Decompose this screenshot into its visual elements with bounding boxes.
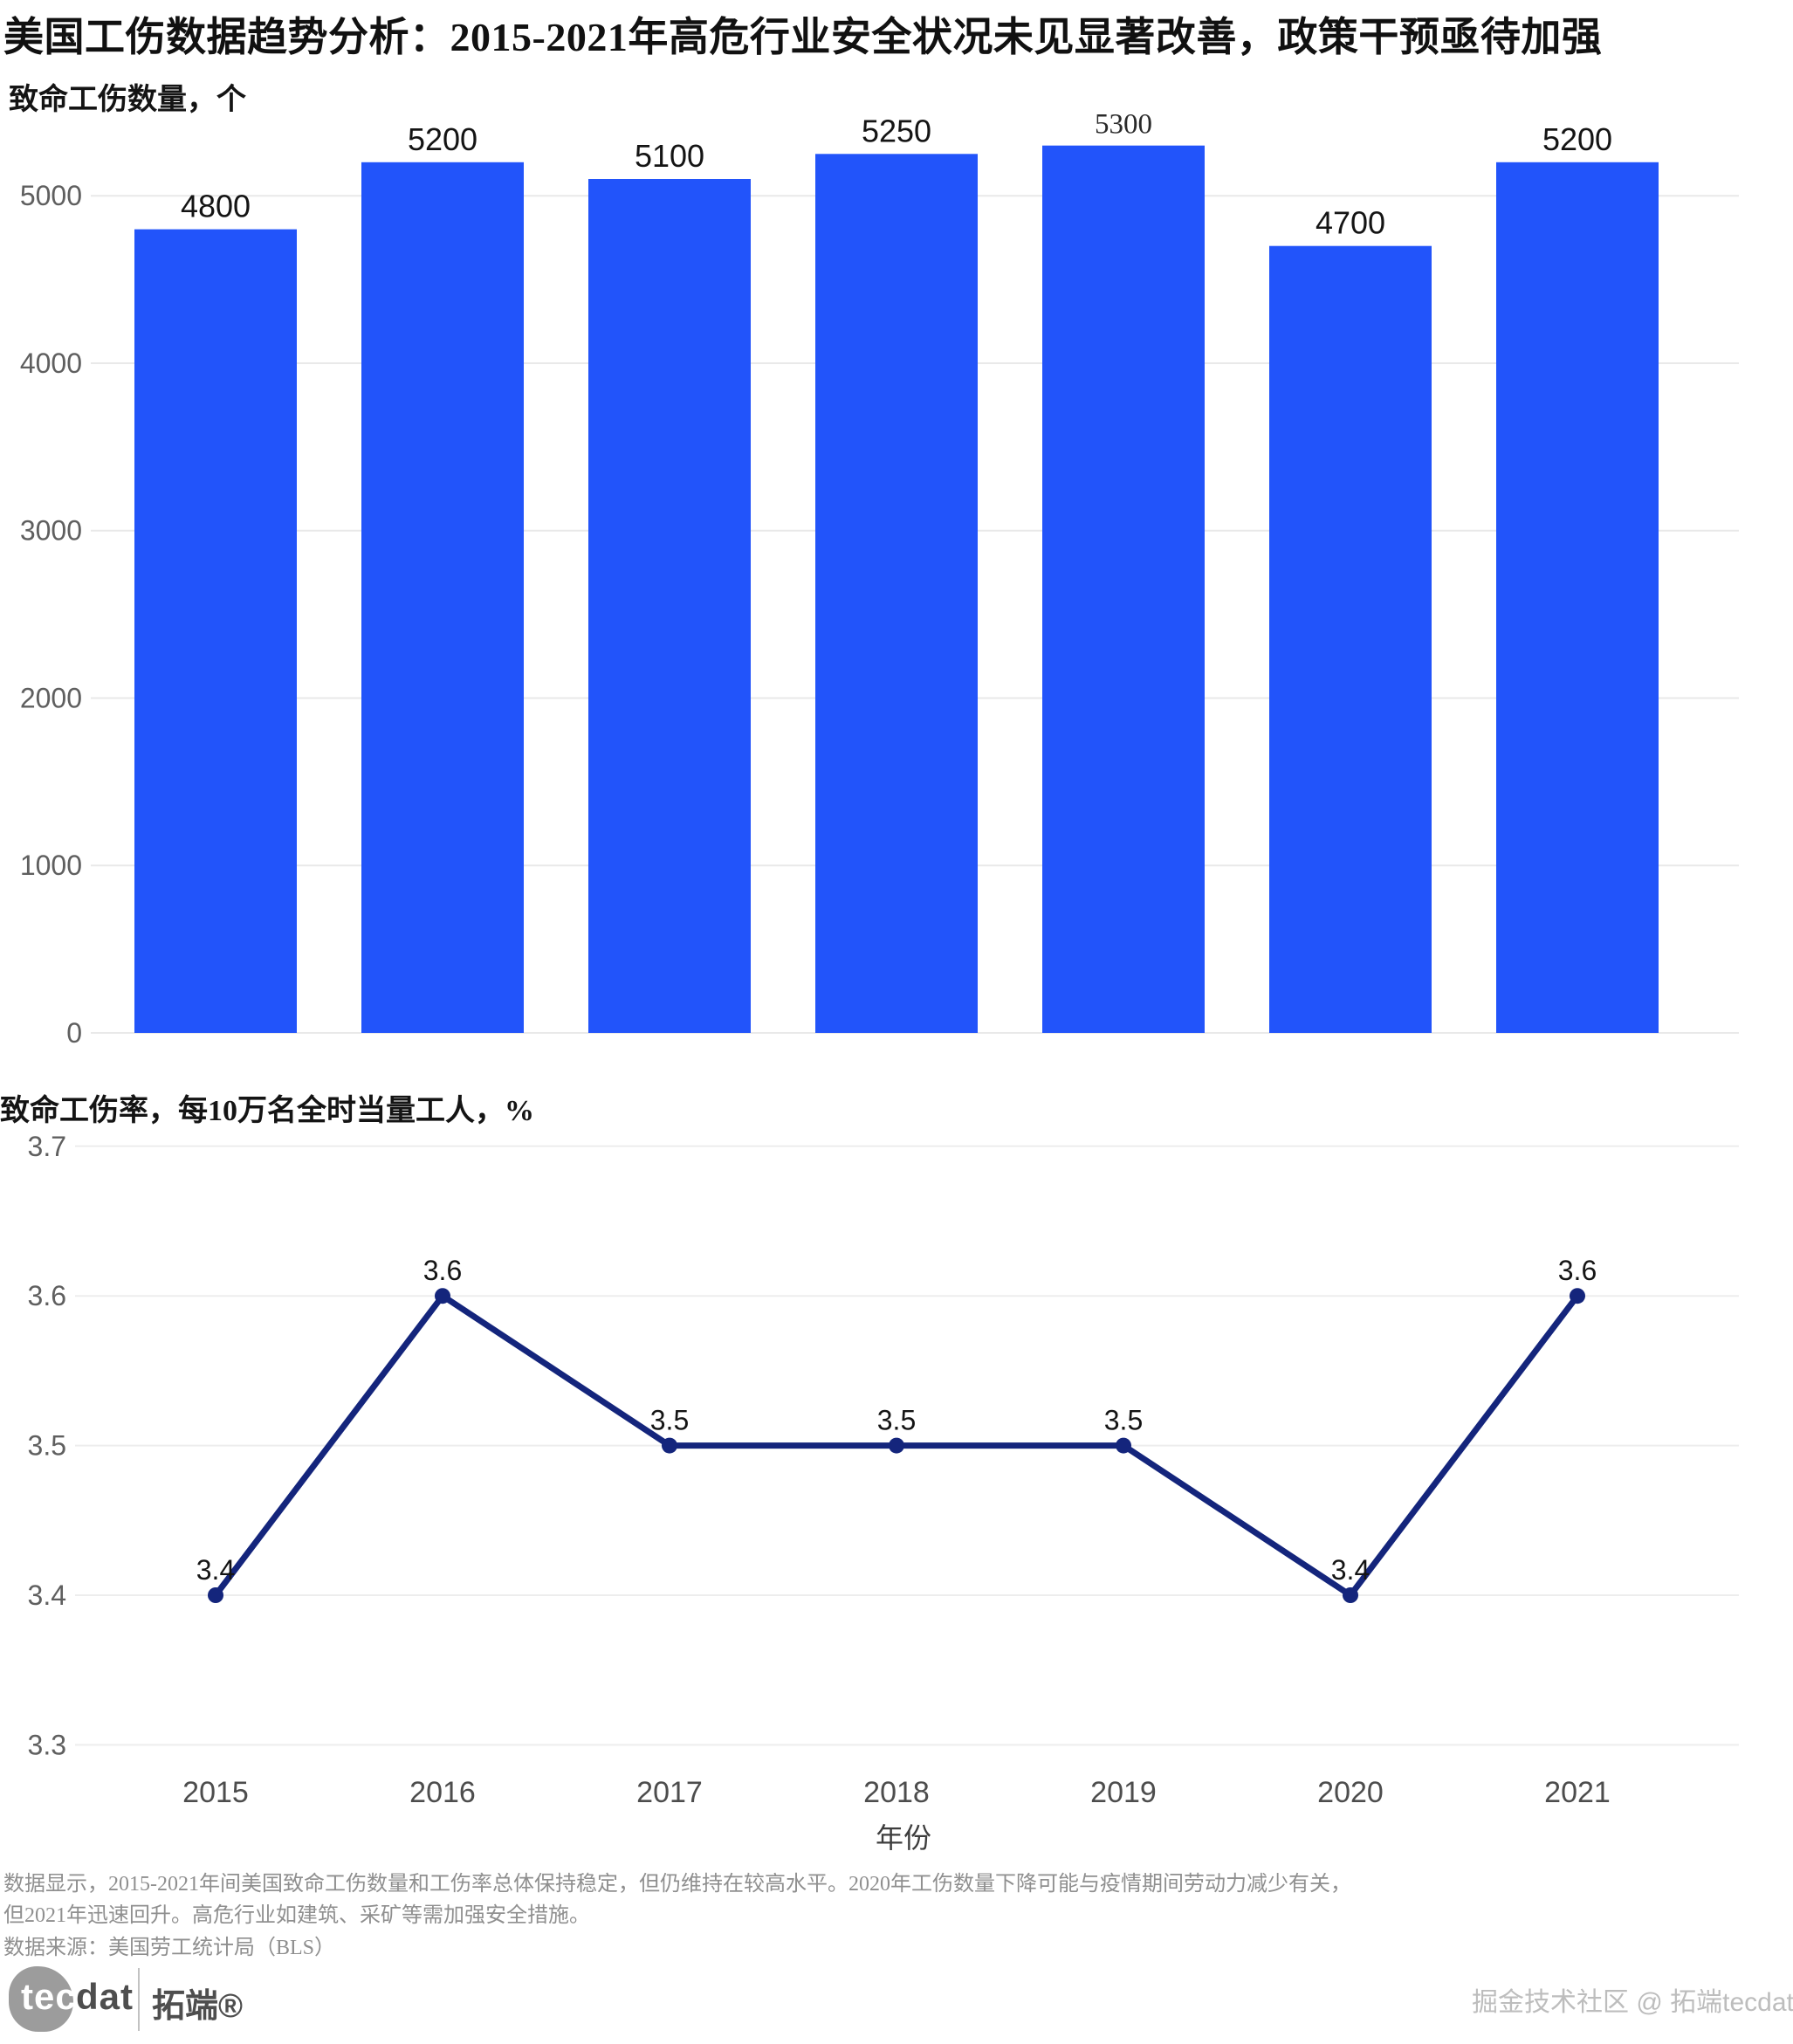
x-axis-title: 年份: [876, 1822, 931, 1854]
data-point: [1116, 1437, 1131, 1454]
bar-y-axis-label: 5000: [20, 180, 82, 211]
bar: [1269, 245, 1432, 1033]
x-axis-label: 2016: [409, 1776, 476, 1809]
point-value-label: 3.5: [877, 1405, 916, 1436]
bar: [1042, 145, 1205, 1033]
watermark: 掘金技术社区 @ 拓端tecdat: [1472, 1988, 1793, 2017]
bar-value-label: 4700: [1316, 205, 1385, 241]
point-value-label: 3.4: [1331, 1554, 1370, 1586]
bar-chart-title: 致命工伤数量，个: [9, 84, 246, 116]
bar-y-axis-label: 1000: [20, 850, 82, 881]
bar: [361, 162, 524, 1034]
point-value-label: 3.4: [196, 1554, 235, 1586]
bar: [588, 179, 751, 1033]
data-point: [1343, 1587, 1358, 1603]
data-point: [662, 1437, 677, 1454]
line-y-axis-label: 3.3: [28, 1729, 66, 1760]
bar-value-label: 5100: [635, 138, 704, 174]
data-point: [435, 1288, 450, 1304]
page-title: 美国工伤数据趋势分析：2015-2021年高危行业安全状况未见显著改善，政策干预…: [3, 15, 1603, 59]
bar-y-axis-label: 3000: [20, 515, 82, 547]
x-axis-label: 2021: [1544, 1776, 1611, 1809]
x-axis-label: 2015: [182, 1776, 249, 1809]
line-y-axis-label: 3.7: [28, 1131, 66, 1162]
logo-brand-name: 拓端®: [152, 1988, 243, 2025]
bar-y-axis-label: 2000: [20, 683, 82, 714]
bar-value-label: 5200: [408, 121, 477, 157]
line-y-axis-label: 3.5: [28, 1430, 66, 1462]
data-source-note: 数据来源：美国劳工统计局（BLS）: [3, 1937, 336, 1959]
x-axis-label: 2018: [863, 1776, 930, 1809]
point-value-label: 3.5: [1104, 1405, 1143, 1436]
bar: [1496, 162, 1659, 1034]
line-chart-title: 致命工伤率，每10万名全时当量工人，%: [0, 1095, 534, 1127]
bar-value-label: 5250: [862, 113, 931, 148]
bar-value-label: 4800: [181, 189, 251, 224]
data-point: [208, 1587, 223, 1603]
bar: [815, 154, 978, 1034]
logo-text-dat: dat: [76, 1976, 134, 2017]
tecdat-logo: tec dat 拓端®: [9, 1965, 384, 2038]
x-axis-label: 2017: [636, 1776, 703, 1809]
data-point: [1570, 1288, 1585, 1304]
bar-value-label: 5300: [1095, 109, 1152, 141]
x-axis-label: 2020: [1317, 1776, 1384, 1809]
point-value-label: 3.6: [423, 1255, 462, 1286]
bar-value-label: 5200: [1542, 121, 1612, 157]
bar: [134, 229, 297, 1034]
x-axis-label: 2019: [1090, 1776, 1157, 1809]
point-value-label: 3.5: [650, 1405, 689, 1436]
line-y-axis-label: 3.4: [28, 1579, 66, 1611]
bar-y-axis-label: 4000: [20, 348, 82, 379]
logo-divider: [138, 1968, 140, 2031]
point-value-label: 3.6: [1558, 1255, 1597, 1286]
logo-blob-icon: [9, 1966, 73, 2032]
footer-note-line2: 但2021年迅速回升。高危行业如建筑、采矿等需加强安全措施。: [3, 1904, 590, 1927]
footer-note-line1: 数据显示，2015-2021年间美国致命工伤数量和工伤率总体保持稳定，但仍维持在…: [3, 1873, 1351, 1896]
bar-y-axis-label: 0: [66, 1017, 82, 1049]
line-y-axis-label: 3.6: [28, 1280, 66, 1311]
logo-text-tec: tec: [21, 1976, 77, 2017]
data-point: [889, 1437, 904, 1454]
trend-line: [212, 1292, 1581, 1599]
